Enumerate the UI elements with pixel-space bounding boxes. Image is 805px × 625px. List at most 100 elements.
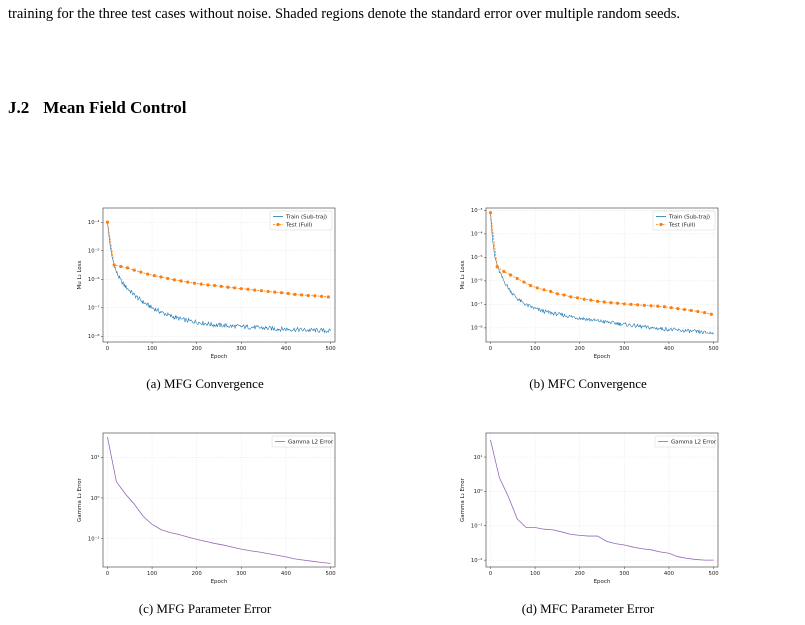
x-tick-label: 500 — [325, 346, 336, 352]
data-point — [326, 295, 330, 299]
data-point — [279, 291, 284, 295]
data-point — [569, 295, 573, 299]
data-point — [582, 297, 586, 301]
data-point — [166, 276, 170, 281]
series-test — [105, 220, 330, 299]
data-point — [286, 291, 290, 296]
x-tick-label: 300 — [619, 571, 630, 577]
data-point — [125, 266, 130, 270]
x-tick-label: 200 — [192, 346, 203, 352]
x-tick-label: 400 — [281, 346, 292, 352]
x-tick-label: 400 — [281, 571, 292, 577]
figure-mfc-parameter-error: 0 100 200 300 400 500 10⁻² 10⁻¹ 10⁰ 10¹ Epoch Gamma… — [433, 425, 723, 587]
data-point — [246, 287, 250, 291]
section-heading: J.2 Mean Field Control — [8, 98, 186, 118]
data-point — [233, 286, 237, 290]
y-axis-label: Gamma L₂ Error — [460, 477, 466, 522]
data-point — [703, 311, 707, 315]
legend-label: Gamma L2 Error — [288, 439, 334, 445]
data-point — [602, 300, 606, 304]
series-train — [107, 222, 331, 334]
data-point — [622, 302, 626, 306]
data-point — [266, 289, 270, 294]
x-axis-label: Epoch — [211, 579, 228, 585]
legend-box — [652, 210, 716, 231]
data-point — [669, 306, 673, 310]
x-tick-label: 500 — [708, 346, 719, 352]
data-point — [313, 294, 317, 298]
legend: Gamma L2 Error — [271, 435, 334, 448]
series-gamma — [107, 436, 331, 564]
legend-label: Test (Full) — [668, 222, 695, 228]
data-point — [575, 296, 580, 300]
data-point — [682, 307, 687, 312]
data-point — [146, 272, 150, 276]
figure-mfg-parameter-error: 0 100 200 300 400 500 10⁻¹ 10⁰ 10¹ Epoch Gamma L₂ … — [50, 425, 340, 587]
data-point — [152, 273, 156, 278]
x-tick-label: 500 — [708, 571, 719, 577]
x-axis-label: Epoch — [594, 579, 611, 585]
series-line — [107, 222, 329, 298]
plot-frame — [485, 207, 719, 343]
data-point — [636, 303, 640, 307]
y-tick-label: 10⁻⁴ — [88, 219, 100, 226]
caption-mfc-parameter-error: (d) MFC Parameter Error — [521, 601, 655, 616]
chart-svg: 0 100 200 300 400 500 10⁻⁸ 10⁻⁷ 10⁻⁶ 10⁻⁵ 10⁻⁴ 10⁻³… — [460, 207, 719, 360]
legend-label: Gamma L2 Error — [671, 439, 717, 445]
y-axis-label: Mu L₂ Loss — [460, 260, 466, 289]
y-tick-label: 10⁻² — [471, 557, 483, 564]
x-tick-label: 100 — [530, 346, 541, 352]
data-point — [508, 273, 513, 277]
y-tick-label: 10⁰ — [91, 495, 100, 502]
legend-box — [654, 435, 716, 448]
data-point — [696, 309, 700, 314]
x-tick-label: 300 — [619, 346, 630, 352]
intro-paragraph: training for the three test cases withou… — [8, 6, 681, 22]
data-point — [253, 288, 257, 292]
data-point — [515, 276, 519, 281]
data-point — [139, 270, 143, 274]
section-title: Mean Field Control — [43, 98, 187, 117]
legend: Gamma L2 Error — [654, 435, 717, 448]
y-tick-label: 10⁻⁷ — [471, 301, 483, 308]
series-train — [490, 213, 714, 335]
figure-mfc-convergence: 0 100 200 300 400 500 10⁻⁸ 10⁻⁷ 10⁻⁶ 10⁻⁵ 10⁻⁴ 10⁻³… — [433, 200, 723, 362]
data-point — [529, 283, 533, 288]
y-tick-label: 10¹ — [474, 454, 483, 461]
data-point — [105, 220, 110, 224]
y-axis-label: Gamma L₂ Error — [77, 477, 83, 522]
data-point — [239, 287, 243, 291]
y-tick-label: 10⁻⁷ — [88, 305, 100, 312]
x-tick-label: 400 — [664, 346, 675, 352]
x-tick-label: 0 — [489, 346, 493, 352]
chart-svg: 0 100 200 300 400 500 10⁻¹ 10⁰ 10¹ Epoch Gamma L₂ … — [77, 432, 336, 585]
series-line — [107, 436, 331, 564]
series-line — [107, 222, 331, 334]
x-axis-label: Epoch — [594, 354, 611, 360]
y-tick-label: 10⁻¹ — [88, 535, 100, 542]
data-point — [132, 268, 136, 272]
series-line — [490, 213, 714, 335]
data-point — [642, 303, 646, 307]
x-tick-label: 0 — [106, 571, 110, 577]
data-point — [502, 269, 506, 274]
caption-mfg-parameter-error: (c) MFG Parameter Error — [138, 601, 272, 616]
legend-marker — [659, 222, 663, 227]
data-point — [159, 275, 163, 279]
x-tick-label: 100 — [147, 571, 158, 577]
grid — [103, 208, 335, 342]
legend-label: Test (Full) — [285, 222, 312, 228]
data-point — [199, 282, 203, 286]
data-point — [186, 280, 190, 284]
x-tick-label: 0 — [489, 571, 493, 577]
data-point — [535, 286, 539, 290]
x-tick-label: 0 — [106, 346, 110, 352]
legend-label: Train (Sub-traj) — [668, 214, 710, 220]
data-point — [219, 284, 223, 289]
data-point — [226, 285, 230, 289]
data-point — [616, 301, 620, 305]
data-point — [709, 312, 713, 316]
legend-marker — [276, 222, 280, 227]
data-point — [212, 283, 217, 288]
y-tick-label: 10⁻³ — [471, 207, 483, 214]
